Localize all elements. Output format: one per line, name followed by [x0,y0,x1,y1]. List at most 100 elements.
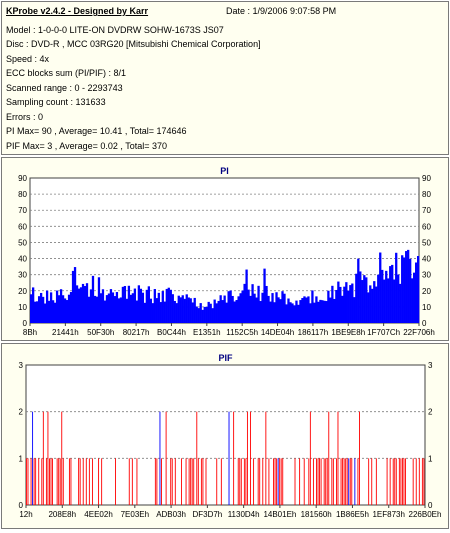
pif-bar [30,458,32,505]
pif-bar [386,458,388,505]
pif-bar [136,458,138,505]
pif-bar [191,458,193,505]
pif-bar [202,458,204,505]
pi-bar [401,255,404,323]
pi-bar [205,306,208,323]
pif-bar [70,458,72,505]
pif-xtick-label: 14B01Eh [263,510,296,519]
pi-bar [145,289,148,323]
pif-bar [47,411,49,505]
pif-bar [319,458,321,505]
pi-bar [379,252,382,323]
pi-bar [161,291,164,323]
pi-bar [121,286,125,323]
pif-bar [216,458,218,505]
pi-bar [393,279,396,323]
pi-bar [187,297,190,323]
pi-bar [305,297,308,323]
pif-ytick-left: 0 [19,501,24,510]
pif-bar [280,458,282,505]
pi-bar [373,281,376,323]
pif-bar [359,411,360,505]
pi-bar [297,304,300,323]
pi-bar [255,297,258,323]
pi-bar [365,277,368,323]
pi-bar [43,303,47,323]
pi-bar [257,285,260,323]
pi-bar [367,292,370,323]
pif-bar [335,458,337,505]
pi-bar [317,301,320,323]
pi-chart-panel: PI 0 0 10 10 20 20 30 30 40 40 50 50 60 60 70 70 80 80 90 90… [1,157,449,341]
pi-bar [127,285,131,323]
pi-bar [211,308,214,323]
pi-ytick-right: 0 [422,319,427,328]
pi-bar [97,277,101,323]
pif-bar [82,458,84,505]
pif-bar [180,458,182,505]
pi-bar [233,301,236,323]
pi-bar [409,258,412,323]
pif-bar [282,458,284,505]
pi-bar [261,292,264,323]
pif-xtick-label: 7E03Eh [121,510,149,519]
pi-bar [339,286,342,323]
pif-bar [316,458,317,505]
pi-bar [79,287,83,323]
pif-bar [52,458,53,505]
pi-bar [331,285,334,323]
pi-bar [153,289,156,323]
pif-bar [342,458,344,505]
pi-bar [163,301,166,323]
pi-bar [265,285,268,323]
pi-bar [275,292,278,323]
pi-bar [159,302,162,323]
pif-bar [274,458,276,505]
pi-bar [219,295,222,323]
pif-bar [62,458,64,505]
pi-bar [313,302,316,323]
pi-bar [361,280,364,323]
pi-bar [269,301,272,323]
pi-bar [217,300,220,323]
pi-bar [239,293,242,323]
disc-line: Disc : DVD-R , MCC 03RG20 [Mitsubishi Ch… [6,39,261,49]
pi-bar [221,300,224,323]
pi-bar [413,272,416,323]
pi-bar [31,287,35,323]
pi-bar [237,296,240,323]
pif-ytick-left: 1 [19,454,24,463]
pi-bar [35,301,39,323]
pif-bar [61,411,63,505]
pif-bar [337,411,339,505]
pi-bar [51,300,55,323]
scanned-range-line: Scanned range : 0 - 2293743 [6,83,123,93]
pi-bar [293,305,296,323]
pif-bar [245,458,247,505]
pi-xtick-label: 1152C5h [226,328,258,337]
pif-bar [343,458,345,505]
pi-ytick-right: 80 [422,190,431,199]
pif-bar [403,458,405,505]
pif-bar [332,458,334,505]
pi-bar [399,283,402,323]
pif-bar [128,458,130,505]
pif-xtick-label: 208E8h [48,510,76,519]
pi-ytick-left: 70 [18,206,27,215]
pi-bar [243,283,246,323]
pif-bar [320,458,322,505]
pif-bar [205,458,207,505]
pi-ytick-left: 20 [18,287,27,296]
pi-bar [49,292,53,323]
pi-bar [125,298,129,323]
pi-ytick-right: 30 [422,271,431,280]
pi-bar [355,273,358,323]
pif-xtick-label: 1B86E5h [336,510,369,519]
pi-bar [351,283,354,323]
pi-bar [287,298,290,323]
pif-bar [233,411,235,505]
pi-bar [181,295,184,323]
pi-bar [259,301,262,323]
pi-bar [203,306,206,323]
pif-bar [308,458,310,505]
